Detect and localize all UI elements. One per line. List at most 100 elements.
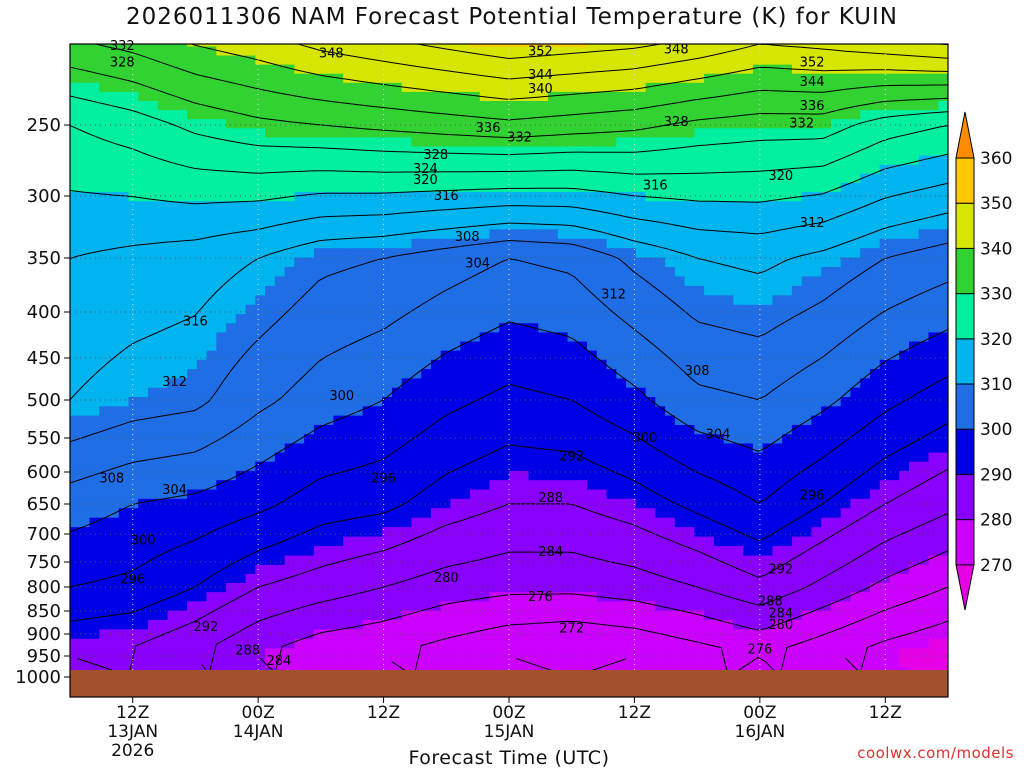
field-cell [79,332,91,343]
field-cell [177,201,188,212]
field-cell [928,276,939,287]
field-cell [148,101,159,111]
field-cell [928,73,939,84]
field-cell [401,285,413,296]
field-cell [587,164,598,175]
field-cell [157,470,169,481]
field-cell [567,276,578,287]
field-cell [772,210,783,221]
field-cell [899,257,910,268]
field-cell [596,44,608,48]
field-cell [450,201,461,212]
field-cell [704,46,715,57]
field-cell [840,91,852,102]
field-cell [557,359,569,370]
field-cell [255,146,266,157]
field-cell [372,304,383,315]
field-cell [655,341,666,352]
field-cell [587,341,598,352]
field-cell [343,498,354,509]
field-cell [645,397,656,407]
field-cell [723,350,734,361]
field-cell [723,201,734,212]
field-cell [684,434,695,445]
field-cell [499,527,510,538]
field-cell [801,119,813,129]
field-cell [206,434,217,445]
field-cell [752,397,764,407]
field-cell [460,28,470,38]
field-cell [265,378,276,389]
field-cell [235,146,247,157]
field-cell [304,46,315,57]
field-cell [772,489,783,500]
field-cell [469,219,481,230]
field-cell [704,295,715,306]
field-cell [567,341,578,352]
field-cell [723,182,734,193]
field-cell [450,64,461,75]
field-cell [343,406,354,417]
field-cell [148,248,159,259]
field-cell [109,44,120,48]
field-cell [743,28,753,38]
field-cell [235,119,247,129]
field-cell [899,452,910,463]
field-cell [850,191,861,202]
field-cell [830,182,842,193]
field-cell [460,91,471,102]
field-cell [430,461,442,472]
field-cell [313,101,325,111]
field-cell [167,517,178,528]
field-cell [587,55,598,66]
field-cell [752,350,764,361]
field-cell [284,210,295,221]
field-cell [616,295,627,306]
field-cell [762,341,773,352]
field-cell [518,64,530,75]
field-cell [196,191,208,202]
field-cell [284,536,295,547]
field-cell [245,82,256,93]
field-cell [743,229,754,240]
field-cell [284,128,295,138]
field-cell [850,387,861,398]
field-cell [782,424,793,435]
field-cell [294,164,305,175]
field-cell [245,406,256,417]
field-cell [577,406,588,417]
field-cell [128,267,139,278]
field-cell [411,452,422,463]
field-cell [255,110,266,120]
field-cell [645,267,656,278]
field-cell [801,434,813,445]
field-cell [899,480,910,491]
field-cell [606,219,617,230]
field-cell [391,387,403,398]
field-cell [723,173,734,184]
field-cell [928,341,939,352]
field-cell [782,341,793,352]
field-cell [509,350,520,361]
field-cell [938,295,948,306]
field-cell [772,527,783,538]
field-cell [860,44,871,48]
field-cell [577,332,588,343]
field-cell [401,461,413,472]
field-cell [343,276,354,287]
field-cell [430,248,442,259]
field-cell [587,517,598,528]
field-cell [430,257,442,268]
field-cell [177,73,188,84]
field-cell [421,434,432,445]
field-cell [333,387,344,398]
field-cell [401,137,413,148]
field-cell [499,387,510,398]
field-cell [840,238,852,249]
field-cell [411,64,422,75]
field-cell [70,470,81,481]
field-cell [421,201,432,212]
field-cell [889,28,899,38]
field-cell [216,332,227,343]
field-cell [938,257,948,268]
